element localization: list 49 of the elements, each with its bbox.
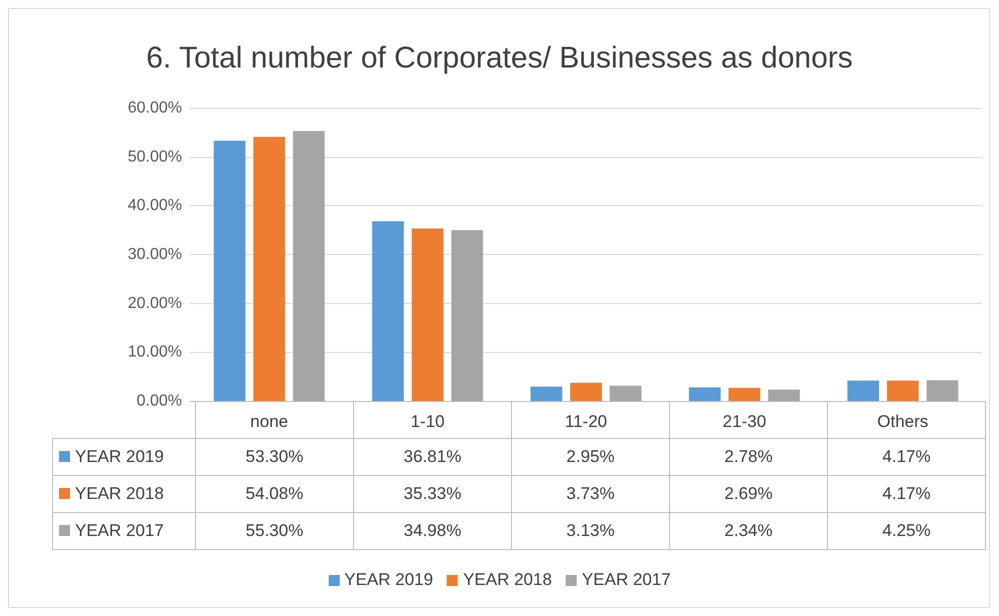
x-tick-label: none (250, 412, 288, 431)
bar (530, 386, 562, 401)
bar (886, 380, 919, 401)
bar (926, 380, 958, 401)
data-label: 53.30% (196, 438, 354, 476)
data-label: 3.13% (512, 512, 670, 550)
x-tick-label: 1-10 (410, 412, 445, 431)
bar (688, 387, 721, 401)
data-label: 2.34% (670, 512, 828, 550)
legend-label: YEAR 2018 (52, 476, 196, 512)
data-label: 2.95% (512, 438, 670, 476)
text: YEAR 2017 (75, 521, 164, 540)
data-label: 4.17% (828, 476, 986, 512)
y-tick-label: 60.00% (128, 100, 182, 116)
bar (372, 221, 404, 401)
bar (610, 386, 642, 401)
data-label: 4.25% (828, 512, 986, 550)
data-label: 35.33% (354, 476, 512, 512)
data-label: 55.30% (196, 512, 354, 550)
bar (253, 136, 286, 401)
x-tick-label: Others (877, 412, 928, 431)
y-tick-label: 10.00% (128, 344, 182, 361)
bar (214, 140, 246, 401)
y-tick-label: 30.00% (128, 246, 182, 263)
bar (412, 228, 444, 401)
legend-label: YEAR 2019 (52, 438, 196, 476)
chart-title: 6. Total number of Corporates/ Businesses as donors (146, 42, 853, 74)
y-tick-label: 0.00% (136, 392, 182, 410)
data-label: 3.73% (512, 476, 670, 512)
bar (570, 382, 602, 401)
bar (292, 130, 325, 401)
bar (847, 380, 880, 401)
data-label: 36.81% (354, 438, 512, 476)
bar (451, 230, 484, 401)
text: YEAR 2019 (344, 570, 434, 589)
x-tick-label: 21-30 (722, 412, 766, 431)
bar (768, 390, 800, 401)
bar (728, 388, 760, 401)
data-label: 2.78% (670, 438, 828, 476)
y-tick-label: 50.00% (128, 148, 182, 166)
data-label: 34.98% (354, 512, 512, 550)
legend-label: YEAR 2017 (580, 570, 671, 590)
y-tick-label: 20.00% (128, 294, 182, 312)
data-label: 54.08% (196, 476, 354, 512)
data-label: 2.69% (670, 476, 828, 512)
y-tick-label: 40.00% (128, 197, 182, 214)
x-tick-label: 11-20 (564, 412, 608, 431)
data-label: 4.17% (828, 438, 986, 476)
text: YEAR 2018 (463, 570, 552, 589)
